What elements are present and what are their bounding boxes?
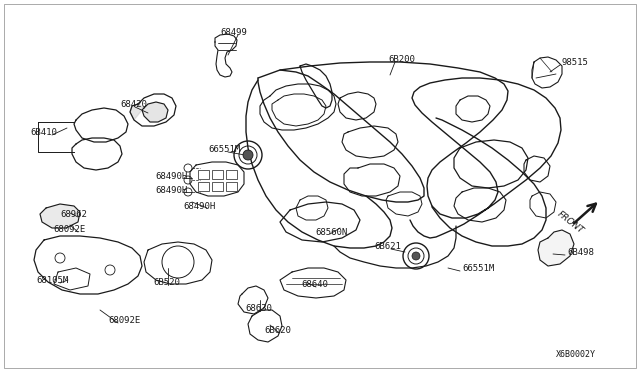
Text: 68962: 68962 bbox=[60, 210, 87, 219]
Text: 6B410: 6B410 bbox=[30, 128, 57, 137]
Text: 6B200: 6B200 bbox=[388, 55, 415, 64]
Text: 68490H: 68490H bbox=[183, 202, 215, 211]
Circle shape bbox=[412, 252, 420, 260]
Text: 68490H: 68490H bbox=[155, 172, 188, 181]
Bar bbox=[198, 170, 209, 179]
Text: 68105M: 68105M bbox=[36, 276, 68, 285]
Text: 68092E: 68092E bbox=[53, 225, 85, 234]
Text: 68420: 68420 bbox=[120, 100, 147, 109]
Text: 6B620: 6B620 bbox=[264, 326, 291, 335]
Bar bbox=[226, 182, 237, 191]
Circle shape bbox=[243, 150, 253, 160]
Text: 6B621: 6B621 bbox=[374, 242, 401, 251]
Text: 68490H: 68490H bbox=[155, 186, 188, 195]
Text: 68630: 68630 bbox=[245, 304, 272, 313]
Polygon shape bbox=[40, 204, 80, 228]
Text: 98515: 98515 bbox=[562, 58, 589, 67]
Text: 68640: 68640 bbox=[301, 280, 328, 289]
Polygon shape bbox=[130, 102, 168, 122]
Text: 6B520: 6B520 bbox=[153, 278, 180, 287]
Text: 68560N: 68560N bbox=[315, 228, 348, 237]
Text: 68499: 68499 bbox=[220, 28, 247, 37]
Bar bbox=[212, 182, 223, 191]
Text: 68092E: 68092E bbox=[108, 316, 140, 325]
Text: 66551M: 66551M bbox=[208, 145, 240, 154]
Text: X6B0002Y: X6B0002Y bbox=[556, 350, 596, 359]
Text: 6B498: 6B498 bbox=[567, 248, 594, 257]
Bar bbox=[226, 170, 237, 179]
Text: FRONT: FRONT bbox=[556, 209, 586, 235]
Polygon shape bbox=[538, 230, 574, 266]
Bar bbox=[198, 182, 209, 191]
Text: 66551M: 66551M bbox=[462, 264, 494, 273]
Bar bbox=[212, 170, 223, 179]
